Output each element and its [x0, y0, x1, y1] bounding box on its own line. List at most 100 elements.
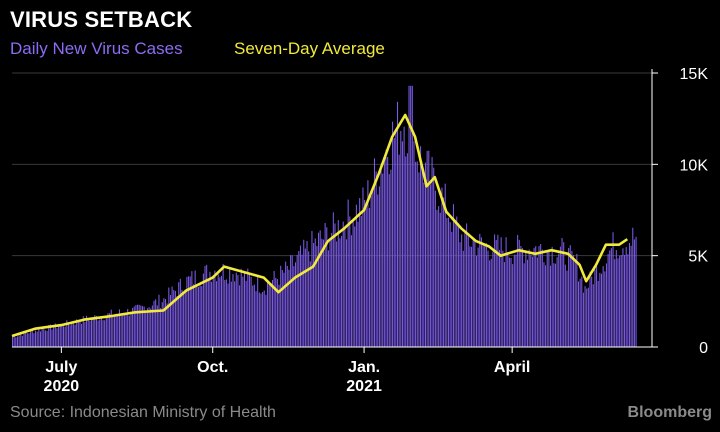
daily-case-bar [454, 219, 456, 347]
daily-case-bar [59, 325, 61, 347]
daily-case-bar [160, 308, 162, 347]
daily-case-bar [336, 241, 338, 347]
daily-case-bar [411, 85, 413, 347]
daily-case-bar [293, 266, 295, 347]
daily-case-bar [313, 242, 315, 347]
daily-case-bar [48, 325, 50, 347]
daily-case-bar [176, 296, 178, 347]
daily-case-bar [115, 313, 117, 347]
daily-case-bar [94, 315, 96, 347]
daily-case-bar [105, 316, 107, 347]
x-tick-label: Oct. [197, 359, 228, 376]
daily-case-bar [31, 330, 33, 347]
daily-case-bar [276, 279, 278, 347]
daily-case-bar [610, 248, 612, 347]
daily-case-bar [271, 280, 273, 347]
daily-case-bar [548, 251, 550, 347]
daily-case-bar [107, 313, 109, 347]
daily-case-bar [56, 328, 58, 347]
daily-case-bar [35, 330, 37, 347]
daily-case-bar [433, 167, 435, 347]
grid-lines [12, 72, 652, 257]
daily-case-bar [158, 294, 160, 347]
x-tick-label: Jan. [348, 359, 380, 376]
daily-case-bar [345, 239, 348, 347]
daily-case-bar [591, 276, 593, 347]
daily-case-bar [369, 207, 371, 347]
daily-case-bar [227, 283, 229, 347]
daily-case-bar [482, 245, 484, 347]
daily-case-bar [494, 234, 496, 347]
x-tick-label: 2020 [44, 378, 80, 395]
daily-case-bar [582, 292, 584, 347]
daily-case-bar [428, 150, 430, 347]
daily-case-bar [51, 329, 53, 347]
daily-case-bar [242, 276, 244, 347]
daily-case-bar [484, 245, 486, 347]
daily-case-bar [429, 184, 431, 347]
daily-case-bar [54, 323, 56, 347]
daily-case-bar [485, 243, 487, 347]
daily-case-bar [400, 130, 402, 347]
daily-case-bar [489, 260, 491, 347]
daily-case-bar [576, 253, 578, 347]
daily-case-bar [441, 187, 443, 347]
daily-case-bar [92, 318, 94, 347]
daily-case-bar [72, 323, 74, 347]
daily-case-bar [156, 305, 158, 347]
daily-case-bar [601, 273, 603, 347]
daily-case-bar [240, 268, 242, 347]
daily-case-bar [285, 261, 287, 347]
daily-case-bar [141, 306, 144, 347]
daily-case-bar [311, 231, 313, 347]
daily-case-bar [245, 280, 247, 347]
daily-case-bar [33, 333, 35, 347]
daily-case-bar [206, 264, 208, 347]
daily-case-bar [556, 257, 558, 347]
daily-case-bar [530, 254, 532, 347]
daily-case-bar [122, 313, 124, 347]
daily-case-bar [602, 266, 604, 347]
x-tick-label: 2021 [346, 378, 382, 395]
daily-case-bar [459, 242, 461, 347]
daily-case-bar [573, 255, 575, 347]
daily-case-bar [299, 245, 301, 347]
daily-case-bar [53, 327, 55, 347]
daily-case-bar [424, 162, 427, 347]
daily-case-bar [306, 240, 308, 347]
daily-case-bar [536, 257, 538, 347]
daily-case-bar [617, 258, 619, 347]
daily-case-bar [319, 230, 321, 347]
daily-case-bar [196, 284, 198, 347]
daily-case-bar [341, 235, 343, 347]
daily-case-bar [79, 322, 81, 347]
daily-case-bar [138, 304, 140, 347]
daily-case-bar [212, 275, 214, 347]
daily-case-bar [201, 286, 203, 347]
daily-case-bar [377, 194, 379, 347]
daily-case-bar [367, 180, 369, 347]
daily-case-bar [594, 269, 596, 347]
daily-case-bar [561, 238, 563, 347]
daily-case-bar [520, 245, 522, 347]
daily-case-bar [61, 323, 63, 347]
daily-case-bar [383, 160, 385, 347]
daily-case-bar [265, 294, 267, 347]
daily-case-bar [456, 216, 458, 347]
daily-case-bar [270, 284, 272, 347]
daily-case-bar [609, 250, 611, 347]
daily-case-bar [90, 317, 93, 347]
x-tick-label: July [45, 359, 77, 376]
y-tick-label: 10K [680, 157, 709, 174]
daily-case-bar [461, 234, 463, 347]
daily-case-bar [497, 234, 499, 347]
daily-case-bar [599, 272, 601, 347]
daily-case-bar [199, 285, 201, 347]
daily-case-bar [579, 278, 581, 347]
daily-case-bar [510, 257, 512, 347]
daily-case-bar [589, 271, 591, 347]
daily-case-bar [378, 186, 380, 347]
daily-case-bar [58, 326, 60, 347]
daily-case-bar [207, 280, 209, 347]
daily-case-bar [545, 265, 547, 347]
